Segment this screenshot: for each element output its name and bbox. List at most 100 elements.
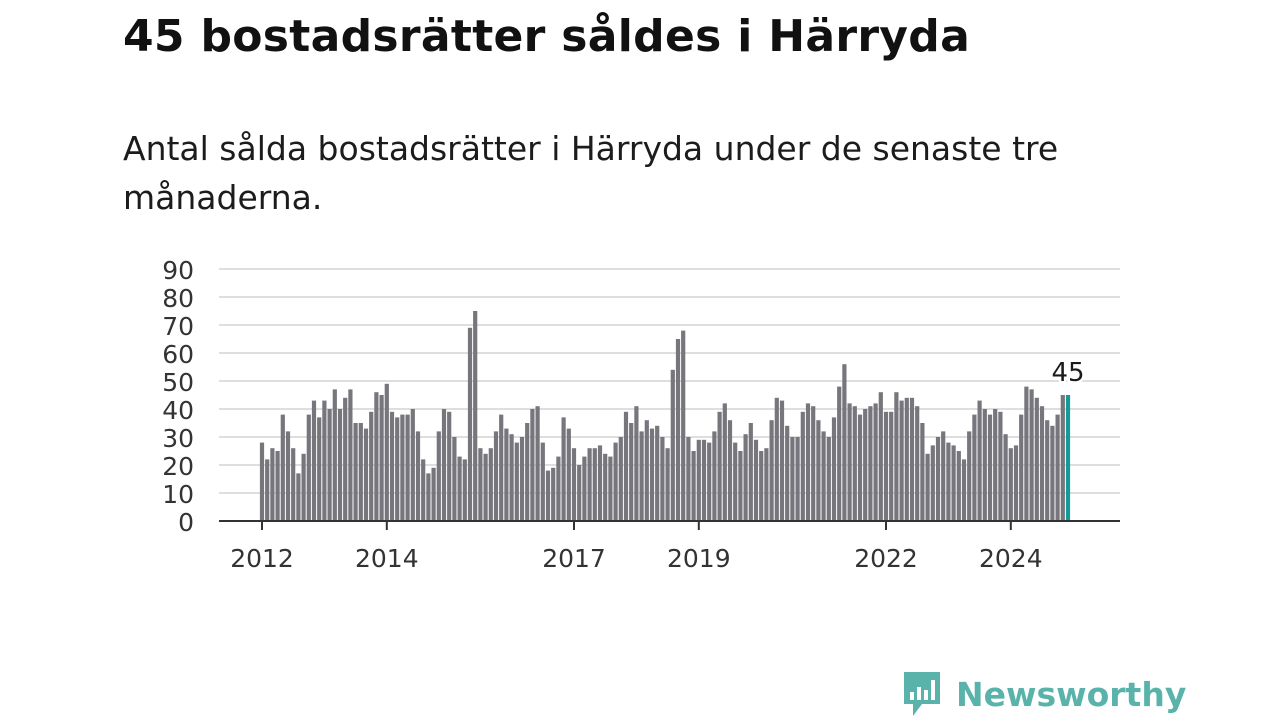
bar — [353, 423, 358, 521]
x-tick-label: 2014 — [355, 544, 419, 573]
bar — [566, 428, 571, 521]
bar — [967, 431, 972, 521]
bar — [681, 330, 686, 521]
bar — [540, 442, 545, 521]
bar — [993, 409, 998, 521]
bar — [582, 456, 587, 521]
bar — [473, 311, 478, 521]
bar — [348, 389, 353, 521]
bar — [670, 369, 675, 521]
x-tick-label: 2012 — [230, 544, 294, 573]
bar — [1034, 397, 1039, 521]
bar — [795, 437, 800, 521]
bar — [571, 448, 577, 521]
bar — [363, 428, 369, 521]
y-tick-label: 60 — [162, 340, 194, 369]
bar — [956, 451, 961, 521]
bar — [894, 392, 899, 521]
bar — [369, 411, 374, 521]
bar — [743, 434, 748, 521]
bar — [764, 448, 769, 521]
bar — [847, 403, 852, 521]
bar — [821, 431, 826, 521]
bar-chart-speech-bubble-icon — [904, 672, 940, 716]
bar — [1024, 386, 1029, 521]
chart-subtitle: Antal sålda bostadsrätter i Härryda unde… — [123, 129, 1059, 217]
bar — [285, 431, 291, 521]
bar — [395, 417, 400, 521]
bar — [389, 411, 395, 521]
bar — [779, 400, 785, 521]
bar — [634, 406, 639, 521]
bar — [691, 451, 696, 521]
bar — [909, 397, 915, 521]
x-tick-label: 2024 — [979, 544, 1043, 573]
bar — [483, 453, 488, 521]
bar — [842, 364, 847, 521]
bar — [577, 465, 582, 521]
x-tick-label: 2017 — [542, 544, 606, 573]
bar — [863, 409, 868, 521]
y-tick-label: 40 — [162, 396, 194, 425]
y-tick-label: 10 — [162, 480, 194, 509]
bar — [405, 414, 410, 521]
bar — [899, 400, 904, 521]
bar — [504, 428, 509, 521]
bar — [1055, 414, 1060, 521]
bar — [499, 414, 504, 521]
bar — [904, 397, 909, 521]
bar — [1029, 389, 1034, 521]
bar — [467, 327, 473, 521]
bar — [712, 431, 717, 521]
bar — [525, 423, 530, 521]
bar — [1060, 395, 1065, 521]
y-tick-label: 50 — [162, 368, 194, 397]
bar — [530, 409, 535, 521]
bar — [722, 403, 727, 521]
bar — [946, 442, 951, 521]
bar — [410, 409, 415, 521]
bar — [358, 423, 363, 521]
bar — [1039, 406, 1045, 521]
bar — [415, 431, 421, 521]
y-tick-label: 90 — [162, 256, 194, 285]
bar — [748, 423, 753, 521]
bar — [1019, 414, 1024, 521]
bar — [873, 403, 878, 521]
bar — [889, 411, 894, 521]
bar — [478, 448, 483, 521]
bar — [426, 473, 431, 521]
bar — [343, 397, 348, 521]
bar — [935, 437, 941, 521]
bar — [337, 409, 343, 521]
x-tick-label: 2019 — [667, 544, 731, 573]
bar — [613, 442, 618, 521]
y-tick-label: 20 — [162, 452, 194, 481]
bar — [535, 406, 540, 521]
bar — [623, 411, 629, 521]
bar — [270, 448, 275, 521]
bar — [447, 411, 452, 521]
bar — [774, 397, 779, 521]
x-tick-label: 2022 — [854, 544, 918, 573]
bar — [805, 403, 811, 521]
bar — [753, 439, 759, 521]
bar — [519, 437, 525, 521]
bar — [545, 470, 551, 521]
bar — [421, 459, 426, 521]
bar — [987, 414, 993, 521]
bar — [639, 431, 644, 521]
bar — [452, 437, 457, 521]
bar — [1050, 425, 1055, 521]
bar — [759, 451, 764, 521]
bar — [618, 437, 623, 521]
bar — [883, 411, 889, 521]
bar — [259, 442, 265, 521]
bar — [311, 400, 317, 521]
bar — [296, 473, 301, 521]
bar — [374, 392, 379, 521]
bar — [301, 453, 306, 521]
bar — [925, 453, 930, 521]
bar — [769, 420, 774, 521]
